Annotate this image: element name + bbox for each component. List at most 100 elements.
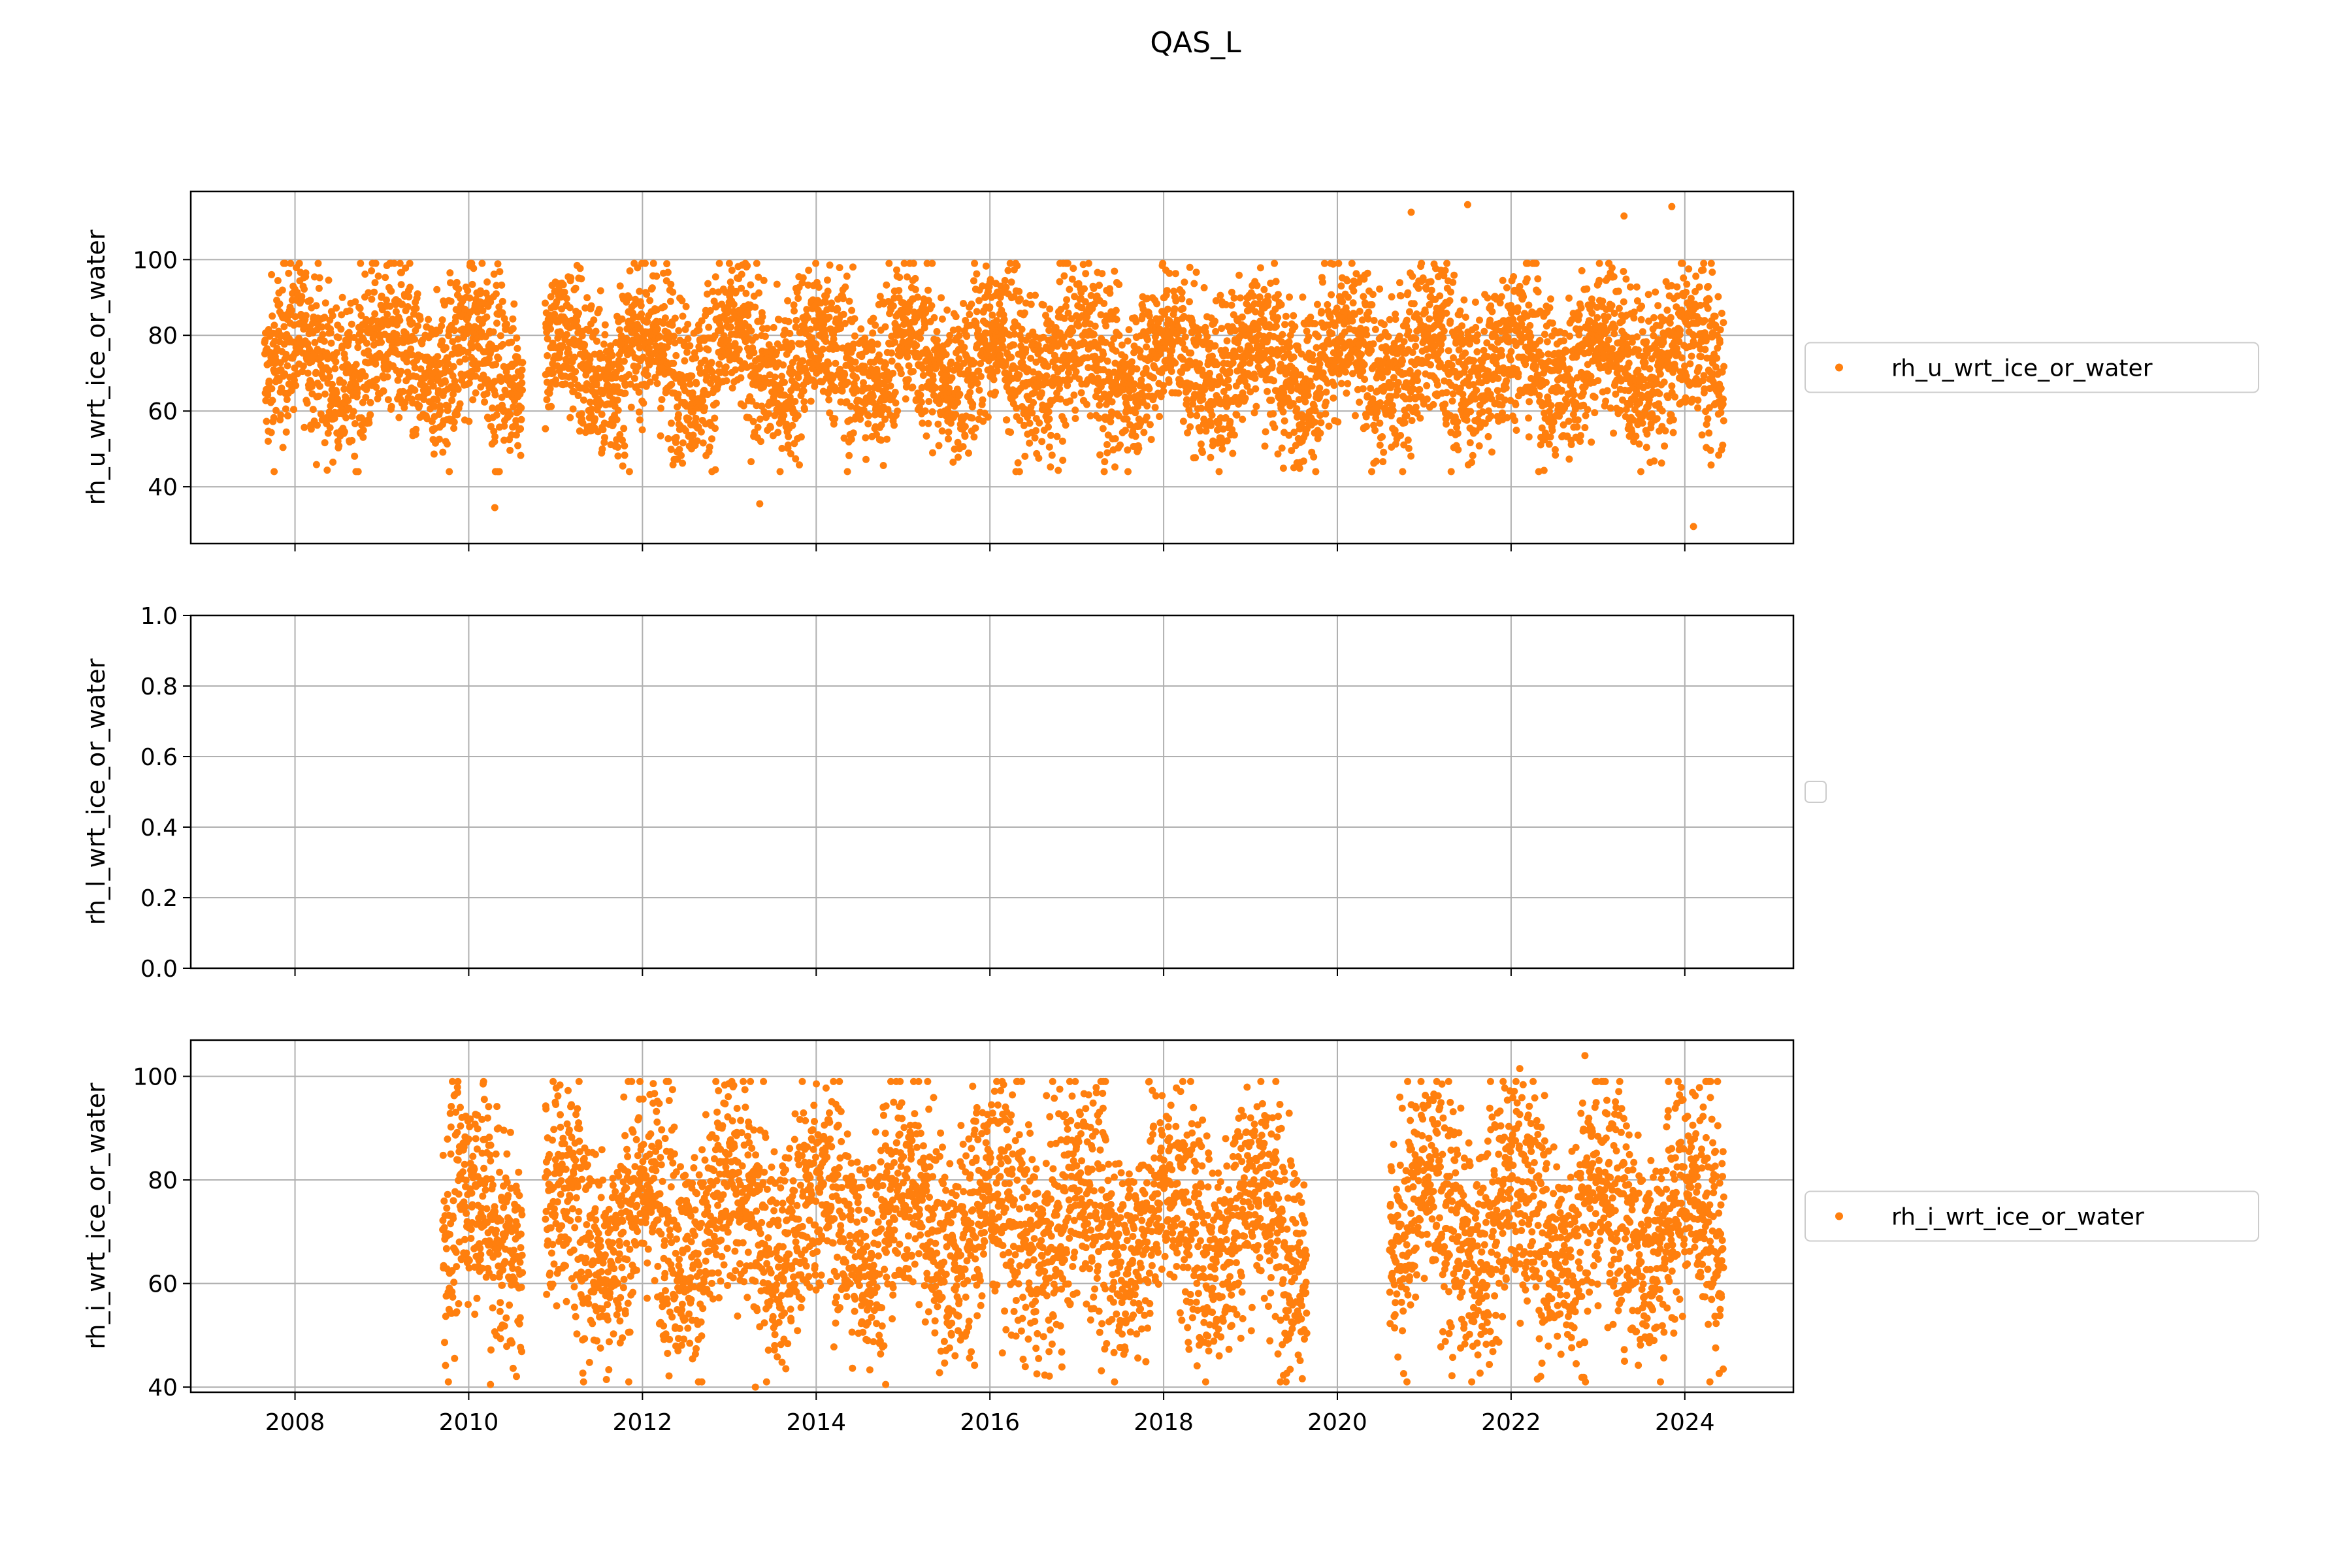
data-point [321, 390, 329, 398]
data-point [948, 374, 956, 382]
data-point [925, 398, 933, 405]
data-point [344, 397, 352, 404]
data-point [1290, 312, 1298, 319]
data-point [797, 433, 805, 441]
data-point [1337, 282, 1345, 290]
data-point [648, 284, 656, 292]
data-point [942, 351, 950, 359]
data-point [281, 370, 289, 378]
data-point [412, 304, 420, 312]
data-point [325, 276, 333, 284]
data-point [977, 372, 985, 380]
data-point [1207, 453, 1215, 461]
data-point [592, 327, 600, 335]
data-point [657, 432, 664, 440]
data-point [361, 270, 369, 278]
data-point [1101, 458, 1109, 466]
data-point [1380, 321, 1388, 329]
data-point [862, 434, 870, 442]
data-point [378, 338, 385, 346]
data-point [1304, 391, 1312, 399]
data-point [342, 414, 350, 421]
data-point [620, 357, 628, 365]
data-point [491, 391, 499, 399]
data-point [380, 387, 387, 395]
data-point [1085, 259, 1092, 267]
data-point [1083, 400, 1090, 408]
data-point [1348, 317, 1356, 325]
data-point [847, 435, 855, 443]
data-point [442, 344, 450, 351]
data-point [737, 374, 745, 382]
data-point [442, 378, 449, 386]
data-point [675, 411, 682, 419]
data-point [299, 368, 306, 376]
data-point [1256, 293, 1264, 301]
data-point [1405, 444, 1413, 452]
data-point [938, 427, 946, 435]
data-point [302, 312, 310, 319]
data-point [1269, 410, 1277, 417]
data-point [368, 295, 376, 303]
data-point [1125, 326, 1133, 334]
data-point [1330, 382, 1338, 389]
data-point [1196, 360, 1203, 368]
data-point [493, 411, 500, 419]
data-point [1021, 452, 1029, 460]
data-point [1228, 301, 1235, 309]
data-point [1365, 308, 1373, 316]
data-point [1137, 376, 1145, 384]
data-point [1156, 413, 1164, 420]
data-point [1045, 415, 1053, 423]
data-point [705, 323, 713, 331]
data-point [868, 346, 876, 354]
data-point [1412, 335, 1420, 342]
data-point [1102, 322, 1110, 330]
data-point [1427, 361, 1434, 368]
data-point [438, 337, 446, 345]
data-point [1446, 318, 1454, 325]
data-point [1096, 401, 1103, 409]
data-point [678, 297, 686, 304]
data-point [924, 286, 932, 294]
data-point [1333, 304, 1341, 312]
data-point [1235, 271, 1243, 279]
data-point [966, 389, 974, 396]
data-point [412, 425, 420, 433]
data-point [825, 360, 832, 368]
data-point [684, 335, 692, 343]
data-point [727, 278, 734, 286]
data-point [881, 323, 889, 331]
data-point [354, 468, 362, 476]
data-point [1358, 350, 1365, 358]
data-point [1100, 350, 1107, 358]
data-point [1099, 425, 1107, 433]
data-point [1181, 333, 1189, 341]
data-point [832, 359, 840, 367]
data-point [1046, 305, 1054, 313]
data-point [638, 426, 646, 434]
data-point [1301, 398, 1309, 406]
data-point [492, 290, 500, 298]
data-point [786, 329, 794, 337]
data-point [436, 407, 444, 415]
data-point [970, 277, 977, 285]
data-point [982, 262, 990, 270]
data-point [292, 382, 300, 389]
data-point [784, 297, 792, 304]
data-point [974, 326, 982, 334]
data-point [889, 369, 897, 377]
data-point [754, 423, 762, 431]
data-point [1075, 322, 1083, 330]
data-point [1379, 458, 1387, 466]
data-point [1070, 265, 1077, 272]
data-point [708, 435, 715, 443]
data-point [580, 396, 587, 404]
data-point [263, 417, 270, 425]
data-point [635, 408, 643, 416]
data-point [1143, 343, 1151, 351]
data-point [672, 434, 680, 441]
data-point [1359, 367, 1367, 375]
data-point [1192, 454, 1200, 462]
